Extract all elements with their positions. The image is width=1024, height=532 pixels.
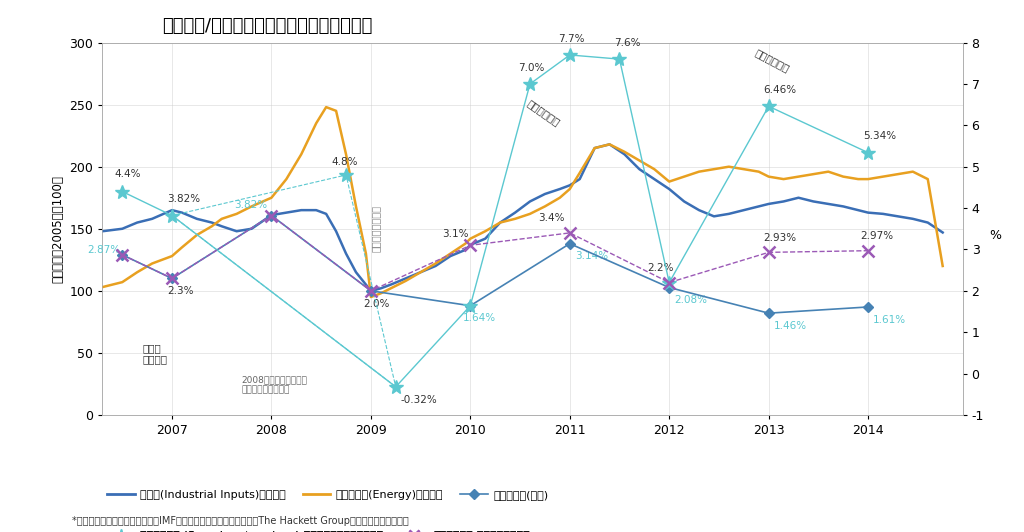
Text: 2.93%: 2.93% — [764, 233, 797, 243]
Text: 2.3%: 2.3% — [167, 286, 194, 296]
Text: 5.34%: 5.34% — [863, 131, 896, 142]
Y-axis label: 物価指数（2005年＝100）: 物価指数（2005年＝100） — [51, 175, 63, 282]
Text: *物価指数およびインフレ率は、IMFデータを使用、コスト削減率はThe Hackett Groupの年次調査結果を引用: *物価指数およびインフレ率は、IMFデータを使用、コスト削減率はThe Hack… — [72, 516, 409, 526]
Text: 1.61%: 1.61% — [873, 315, 906, 325]
Text: 市場の
需給逼迫: 市場の 需給逼迫 — [142, 343, 167, 364]
Text: 3.82%: 3.82% — [167, 194, 200, 204]
Text: 2.2%: 2.2% — [647, 263, 674, 273]
Text: 6.46%: 6.46% — [764, 85, 797, 95]
Text: 削減率の減少: 削減率の減少 — [754, 47, 792, 73]
Y-axis label: %: % — [989, 229, 1001, 242]
Text: 2008年はコスト削減率
データを入手できず: 2008年はコスト削減率 データを入手できず — [242, 375, 307, 395]
Text: 1.64%: 1.64% — [463, 313, 496, 323]
Text: 7.7%: 7.7% — [558, 34, 585, 44]
Text: 物価指数/インフレ率とコスト削減額の関係: 物価指数/インフレ率とコスト削減額の関係 — [163, 18, 373, 36]
Legend: コスト削減率 (Spend cost savings)-ワールドクラスの購買組織, コスト削減率-平均的な購買組織: コスト削減率 (Spend cost savings)-ワールドクラスの購買組織… — [102, 527, 535, 532]
Text: 4.4%: 4.4% — [115, 169, 141, 179]
Text: 3.4%: 3.4% — [538, 213, 564, 223]
Text: 4.8%: 4.8% — [331, 156, 357, 167]
Text: 3.14%: 3.14% — [574, 252, 608, 261]
Text: 3.1%: 3.1% — [442, 229, 469, 239]
Text: 3.82%: 3.82% — [233, 200, 267, 210]
Text: 2.08%: 2.08% — [674, 295, 708, 305]
Text: 2.0%: 2.0% — [362, 298, 389, 309]
Text: 一時的な上昇: 一時的な上昇 — [525, 97, 561, 127]
Text: インフレのピーク: インフレのピーク — [371, 205, 381, 252]
Text: 1.46%: 1.46% — [773, 321, 807, 331]
Text: 2.87%: 2.87% — [87, 245, 121, 255]
Text: 7.6%: 7.6% — [614, 38, 641, 48]
Text: 7.0%: 7.0% — [518, 63, 545, 73]
Text: -0.32%: -0.32% — [400, 395, 437, 405]
Text: 2.97%: 2.97% — [860, 231, 893, 241]
